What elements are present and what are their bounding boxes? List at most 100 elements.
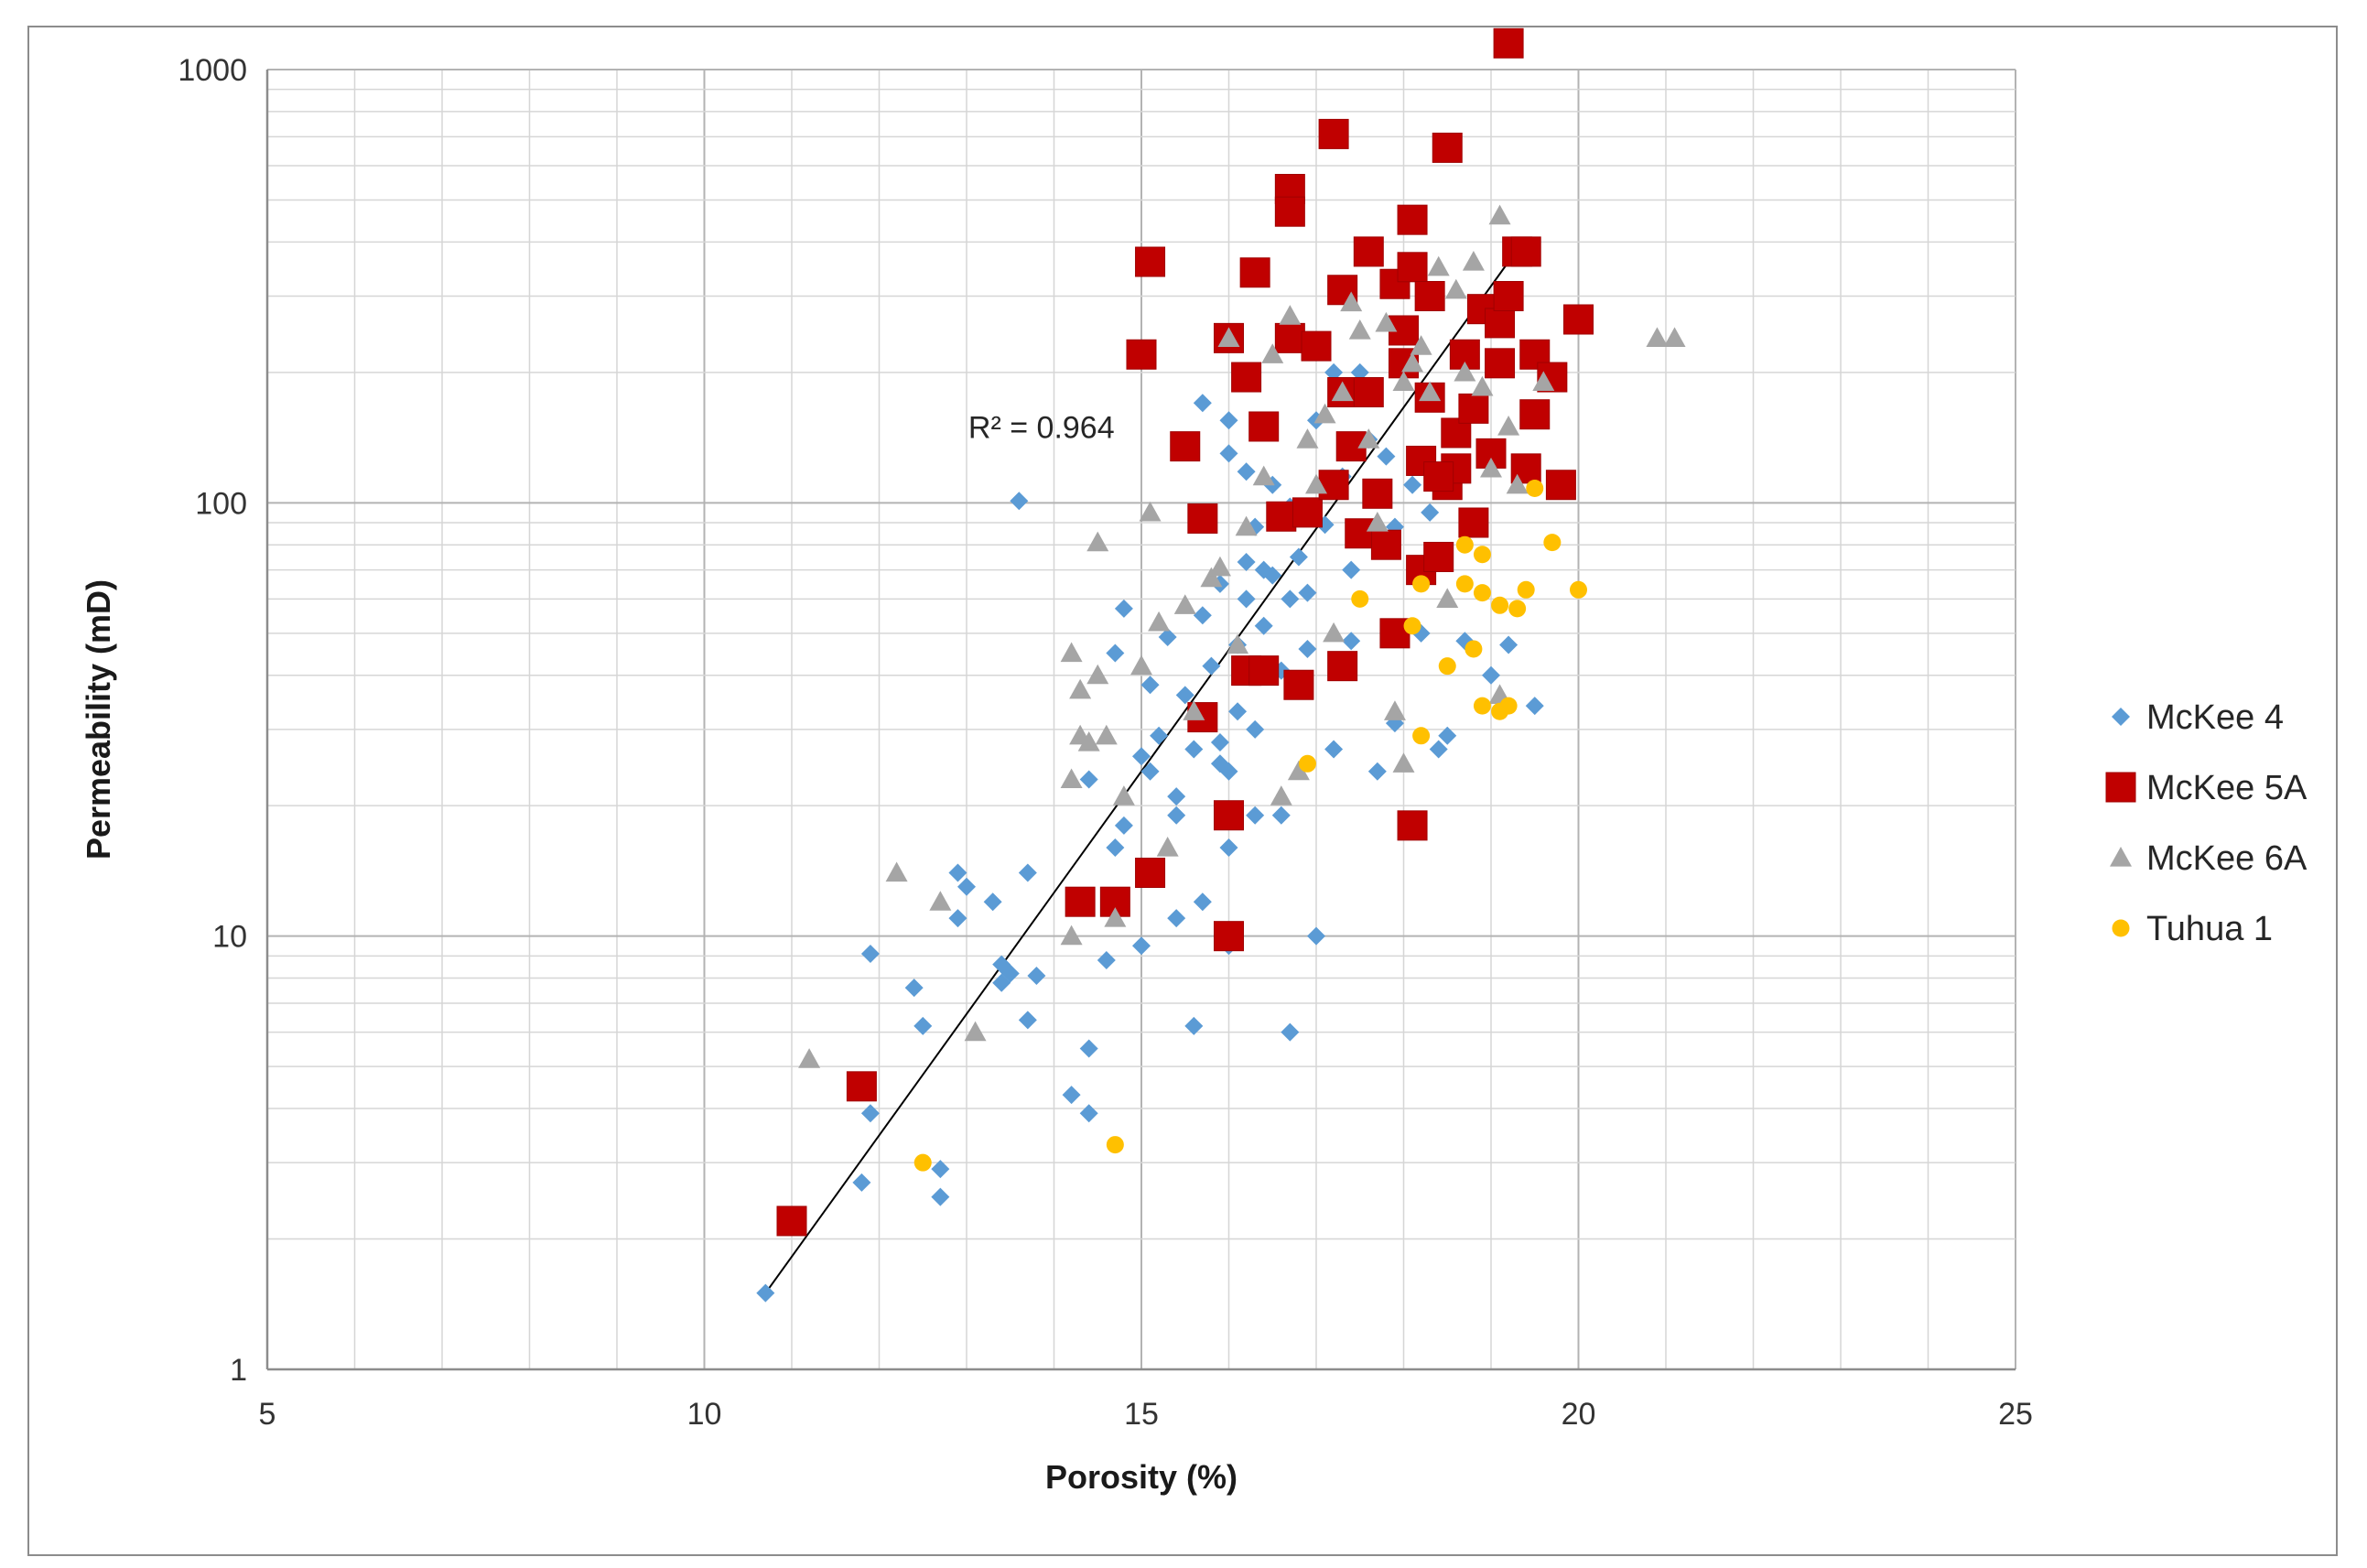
point-tuhua-1 xyxy=(1465,640,1483,658)
point-mckee-4 xyxy=(1324,740,1344,759)
point-mckee-4 xyxy=(1079,1039,1098,1058)
point-mckee-4 xyxy=(1167,787,1186,806)
point-mckee-4 xyxy=(1254,616,1273,635)
point-mckee-4 xyxy=(1167,806,1186,825)
point-mckee-5a xyxy=(1170,431,1201,462)
point-mckee-6a xyxy=(1235,515,1258,536)
point-mckee-4 xyxy=(1342,632,1361,651)
grid-lines xyxy=(265,69,2016,1371)
point-mckee-5a xyxy=(1239,257,1270,288)
point-mckee-5a xyxy=(1248,655,1280,687)
point-mckee-5a xyxy=(1126,339,1157,370)
point-mckee-4 xyxy=(1175,686,1194,705)
point-mckee-6a xyxy=(1095,724,1118,745)
point-mckee-5a xyxy=(1353,377,1384,408)
point-mckee-6a xyxy=(1392,371,1415,391)
point-mckee-6a xyxy=(1208,556,1231,577)
point-mckee-5a xyxy=(1519,339,1551,370)
point-mckee-4 xyxy=(1228,702,1248,721)
trendline xyxy=(764,261,1509,1294)
point-mckee-4 xyxy=(1097,950,1116,969)
point-mckee-4 xyxy=(1403,475,1422,494)
point-mckee-6a xyxy=(1287,760,1310,781)
legend-marker-mckee-6a xyxy=(2110,847,2132,867)
point-mckee-4 xyxy=(1246,719,1265,739)
point-mckee-4 xyxy=(1342,560,1361,579)
point-mckee-4 xyxy=(1367,762,1387,781)
point-mckee-5a xyxy=(1345,518,1376,549)
point-mckee-6a xyxy=(798,1048,821,1068)
point-mckee-5a xyxy=(1135,246,1166,277)
point-mckee-5a xyxy=(1485,348,1516,379)
point-mckee-6a xyxy=(1392,752,1415,773)
point-mckee-5a xyxy=(1493,27,1524,59)
point-tuhua-1 xyxy=(1106,1136,1124,1154)
point-mckee-5a xyxy=(1318,118,1349,149)
point-mckee-5a xyxy=(1379,268,1410,299)
point-mckee-4 xyxy=(1132,936,1151,956)
x-tick-label: 10 xyxy=(687,1397,722,1432)
point-mckee-5a xyxy=(1283,669,1314,700)
series-mckee-5a xyxy=(776,27,1594,1237)
point-mckee-6a xyxy=(929,891,952,911)
x-axis-title: Porosity (%) xyxy=(1045,1458,1238,1496)
point-mckee-5a xyxy=(1248,411,1280,442)
point-mckee-5a xyxy=(1318,470,1349,501)
point-tuhua-1 xyxy=(1508,600,1527,618)
legend-marker-mckee-5a xyxy=(2105,772,2136,803)
point-mckee-4 xyxy=(904,979,924,998)
legend-item-tuhua-1: Tuhua 1 xyxy=(2112,910,2273,948)
point-tuhua-1 xyxy=(1570,580,1587,599)
point-mckee-4 xyxy=(992,955,1011,974)
point-mckee-5a xyxy=(1397,204,1428,235)
point-mckee-6a xyxy=(1375,311,1398,332)
point-mckee-6a xyxy=(1139,501,1162,522)
point-mckee-4 xyxy=(1132,747,1151,766)
point-mckee-6a xyxy=(1200,567,1223,588)
point-mckee-4 xyxy=(1140,762,1160,781)
point-mckee-4 xyxy=(1193,892,1212,912)
point-mckee-4 xyxy=(931,1160,950,1179)
point-mckee-4 xyxy=(1324,362,1344,382)
point-mckee-6a xyxy=(1305,473,1327,494)
point-mckee-4 xyxy=(1000,964,1020,983)
x-tick-label: 5 xyxy=(259,1397,276,1432)
series-mckee-6a xyxy=(798,204,1686,1068)
point-tuhua-1 xyxy=(1526,480,1544,498)
point-mckee-6a xyxy=(1227,633,1249,654)
point-tuhua-1 xyxy=(1517,580,1535,599)
point-mckee-6a xyxy=(1148,611,1171,632)
point-tuhua-1 xyxy=(1412,575,1431,593)
point-mckee-5a xyxy=(1187,503,1218,534)
point-mckee-4 xyxy=(1140,676,1160,695)
point-mckee-4 xyxy=(931,1187,950,1206)
point-mckee-6a xyxy=(1488,204,1511,225)
point-mckee-5a xyxy=(1362,478,1393,509)
legend-item-mckee-6a: McKee 6A xyxy=(2110,839,2308,878)
point-mckee-4 xyxy=(1429,740,1448,759)
y-tick-label: 1 xyxy=(230,1353,247,1388)
point-mckee-6a xyxy=(1296,428,1319,449)
point-mckee-4 xyxy=(1298,639,1317,658)
point-mckee-5a xyxy=(1414,280,1445,311)
r-squared-annotation: R² = 0.964 xyxy=(968,411,1115,446)
point-mckee-6a xyxy=(1069,678,1092,699)
point-mckee-4 xyxy=(1281,589,1300,609)
legend-marker-mckee-4 xyxy=(2112,708,2130,726)
point-mckee-4 xyxy=(1018,863,1037,882)
point-mckee-6a xyxy=(1313,403,1336,424)
point-mckee-5a xyxy=(1545,470,1576,501)
point-mckee-6a xyxy=(1480,457,1502,478)
point-tuhua-1 xyxy=(1438,657,1456,676)
series-tuhua-1 xyxy=(913,480,1587,1172)
legend-item-mckee-4: McKee 4 xyxy=(2112,698,2284,737)
point-mckee-4 xyxy=(1079,1104,1098,1123)
point-mckee-6a xyxy=(1436,588,1459,608)
point-mckee-6a xyxy=(1086,531,1109,552)
point-mckee-5a xyxy=(1563,304,1594,335)
point-tuhua-1 xyxy=(913,1153,932,1172)
point-mckee-6a xyxy=(1060,642,1083,663)
point-mckee-6a xyxy=(1427,255,1450,276)
point-tuhua-1 xyxy=(1455,575,1474,593)
point-mckee-4 xyxy=(1193,394,1212,413)
